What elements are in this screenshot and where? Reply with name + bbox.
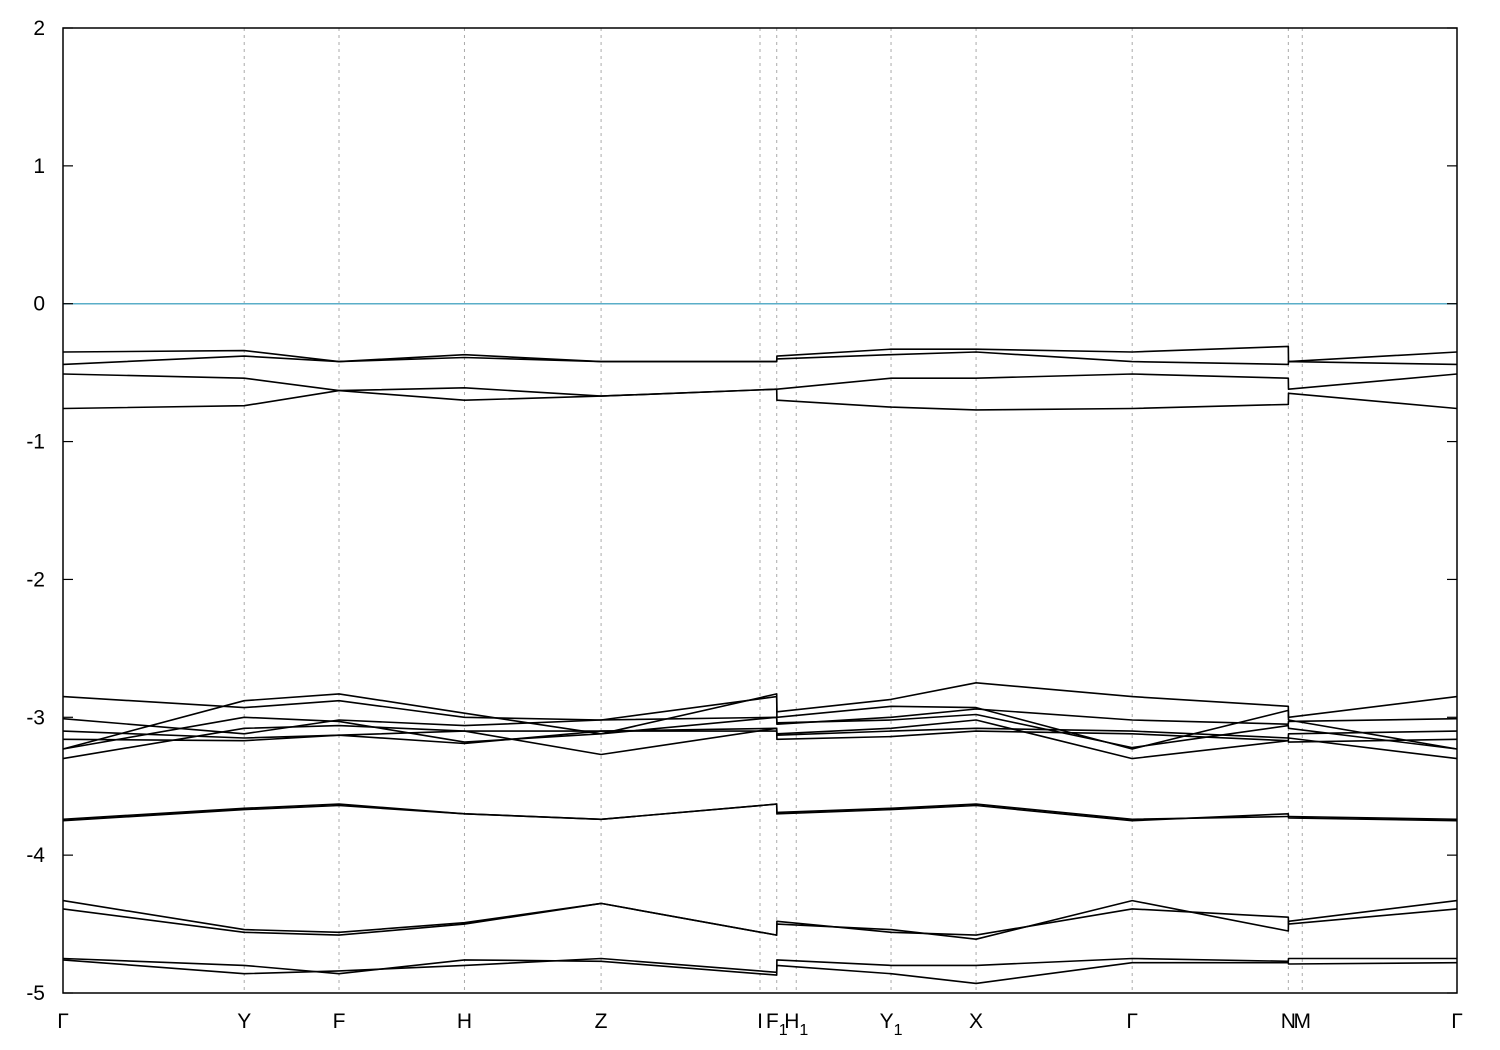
band-line bbox=[62, 708, 1458, 735]
band-line bbox=[62, 902, 1458, 936]
plot-frame bbox=[62, 27, 1458, 994]
kpoint-label: F1 bbox=[766, 1010, 788, 1039]
kpoint-label: Γ bbox=[1126, 1010, 1138, 1033]
y-tick-label: -2 bbox=[26, 568, 45, 591]
kpoint-label: X bbox=[969, 1010, 983, 1033]
band-line bbox=[62, 957, 1458, 985]
band-line bbox=[62, 803, 1458, 822]
kpoint-label: H bbox=[457, 1010, 472, 1033]
y-tick-label: -3 bbox=[26, 706, 45, 729]
kpoint-label: N bbox=[1281, 1010, 1296, 1033]
bands bbox=[62, 345, 1458, 985]
kpoint-label: Γ bbox=[1451, 1010, 1463, 1033]
y-axis: 2 1 0 -1 -2 -3 -4 -5 bbox=[26, 17, 1457, 1005]
kpoint-label: I bbox=[757, 1010, 763, 1033]
band-line bbox=[62, 957, 1457, 976]
y-tick-label: -4 bbox=[26, 844, 45, 867]
kpoint-label: M bbox=[1294, 1010, 1312, 1033]
band-line bbox=[62, 727, 1458, 745]
y-tick-label: -5 bbox=[26, 982, 45, 1005]
band-line bbox=[62, 351, 1458, 366]
y-tick-label: 1 bbox=[33, 155, 45, 178]
y-tick-label: 2 bbox=[33, 17, 45, 40]
kpoint-label: Γ bbox=[57, 1010, 69, 1033]
kpoint-label: Y1 bbox=[880, 1010, 903, 1039]
y-tick-label: 0 bbox=[33, 293, 45, 316]
y-tick-label: -1 bbox=[26, 431, 45, 454]
kpoint-label: H1 bbox=[784, 1010, 808, 1039]
kpoint-label: Y bbox=[237, 1010, 251, 1033]
kpoint-label: F bbox=[333, 1010, 346, 1033]
kpoint-label: Z bbox=[595, 1010, 608, 1033]
band-line bbox=[62, 713, 1458, 750]
kpoint-grid bbox=[243, 28, 1303, 993]
band-line bbox=[62, 388, 1458, 411]
